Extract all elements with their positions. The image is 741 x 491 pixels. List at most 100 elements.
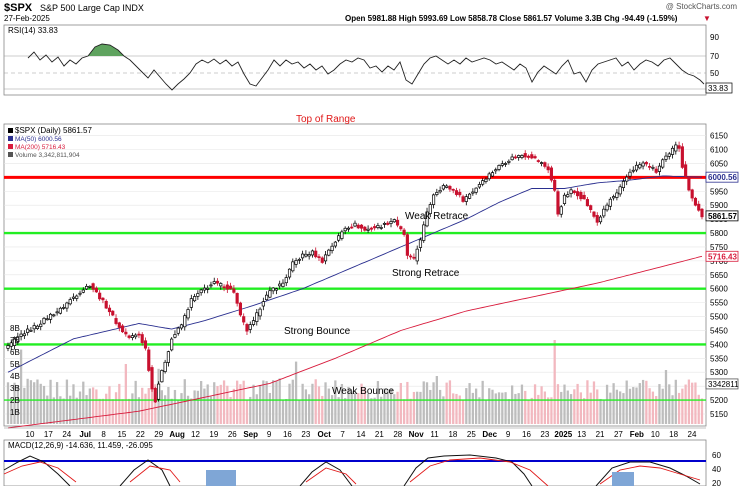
volume-bar xyxy=(530,397,533,424)
volume-bar xyxy=(127,398,131,424)
candle-body xyxy=(386,222,390,225)
candle-body xyxy=(147,349,151,371)
candle-body xyxy=(579,192,583,200)
candle-body xyxy=(546,166,550,171)
candle-body xyxy=(173,334,177,338)
price-badge-value: 6000.56 xyxy=(708,173,737,182)
volume-bar xyxy=(547,397,550,424)
candle-body xyxy=(415,248,419,262)
candle-body xyxy=(304,253,308,257)
volume-bar xyxy=(416,391,419,424)
volume-bar xyxy=(445,382,448,424)
price-tick-label: 6100 xyxy=(710,145,728,154)
volume-bar xyxy=(553,340,556,424)
candle-body xyxy=(562,194,567,204)
candle-body xyxy=(625,176,629,182)
candle-body xyxy=(343,227,347,232)
volume-bar xyxy=(517,393,520,424)
volume-bar xyxy=(524,390,527,424)
volume-bar xyxy=(163,395,167,424)
candle-body xyxy=(379,227,383,229)
candle-body xyxy=(346,227,351,230)
volume-bar xyxy=(180,393,183,424)
candle-body xyxy=(445,185,449,188)
volume-bar xyxy=(586,380,589,424)
candle-body xyxy=(608,198,612,207)
candle-body xyxy=(6,345,10,349)
volume-badge-value: 3342811 xyxy=(708,380,739,389)
volume-bar xyxy=(461,399,465,424)
candle-body xyxy=(536,160,540,162)
candle-body xyxy=(654,168,658,173)
candle-body xyxy=(484,178,488,182)
date-tick-label: Jul xyxy=(79,430,91,439)
volume-bar xyxy=(543,391,547,424)
candle-body xyxy=(618,186,622,195)
candlesticks xyxy=(6,141,704,403)
volume-bar xyxy=(484,399,488,424)
volume-bar xyxy=(481,380,484,424)
candle-body xyxy=(196,293,200,297)
volume-bar xyxy=(465,388,468,424)
candle-body xyxy=(520,155,524,158)
volume-bar xyxy=(209,396,213,424)
candle-body xyxy=(490,172,495,177)
volume-bar xyxy=(46,395,49,424)
volume-bar xyxy=(396,391,399,424)
volume-bar xyxy=(497,392,501,424)
volume-bar xyxy=(632,387,635,424)
volume-bar xyxy=(399,382,402,424)
candle-body xyxy=(121,325,125,333)
volume-bar xyxy=(190,398,193,424)
candle-body xyxy=(153,388,157,403)
candle-body xyxy=(350,226,354,229)
annotation-weak-retrace: Weak Retrace xyxy=(405,211,469,222)
price-tick-label: 5900 xyxy=(710,201,728,210)
candle-body xyxy=(461,196,465,202)
volume-bar xyxy=(186,395,190,424)
rsi-last-badge xyxy=(705,82,733,94)
date-tick-label: Nov xyxy=(409,430,425,439)
candle-body xyxy=(94,287,98,293)
date-tick-label: 9 xyxy=(506,430,511,439)
rsi-line xyxy=(27,43,705,91)
candle-body xyxy=(251,320,256,325)
candle-body xyxy=(670,147,675,155)
candle-body xyxy=(238,302,242,316)
candle-body xyxy=(307,254,311,257)
volume-bar xyxy=(13,382,16,424)
volume-tick-label: 4B xyxy=(10,372,20,381)
candle-body xyxy=(130,335,134,338)
volume-bar xyxy=(59,396,62,424)
candle-body xyxy=(284,277,288,284)
volume-bar xyxy=(429,389,432,424)
candle-body xyxy=(595,215,599,223)
volume-bar xyxy=(150,389,154,424)
volume-bar xyxy=(291,379,294,424)
volume-bar xyxy=(321,395,324,424)
candle-body xyxy=(98,292,102,300)
volume-bar xyxy=(520,384,524,424)
macd-label: MACD(12,26,9) -14.636, 11.459, -26.095 xyxy=(8,441,153,450)
volume-bar xyxy=(363,388,366,424)
candle-body xyxy=(111,310,115,316)
volume-bar xyxy=(448,380,452,424)
volume-bar xyxy=(42,385,46,424)
volume-bar xyxy=(298,399,301,424)
candle-body xyxy=(16,336,20,342)
candle-body xyxy=(680,146,684,168)
volume-bar xyxy=(337,397,340,424)
price-tick-label: 5550 xyxy=(710,299,728,308)
volume-bar xyxy=(154,384,157,424)
volume-bar xyxy=(327,388,330,424)
candle-body xyxy=(651,166,655,169)
candle-body xyxy=(598,216,603,223)
candle-body xyxy=(32,325,36,330)
volume-bar xyxy=(301,383,304,424)
candle-body xyxy=(454,190,459,195)
date-tick-label: 22 xyxy=(136,430,145,439)
candle-body xyxy=(513,156,517,159)
volume-bar xyxy=(599,398,602,424)
candle-body xyxy=(242,316,246,323)
